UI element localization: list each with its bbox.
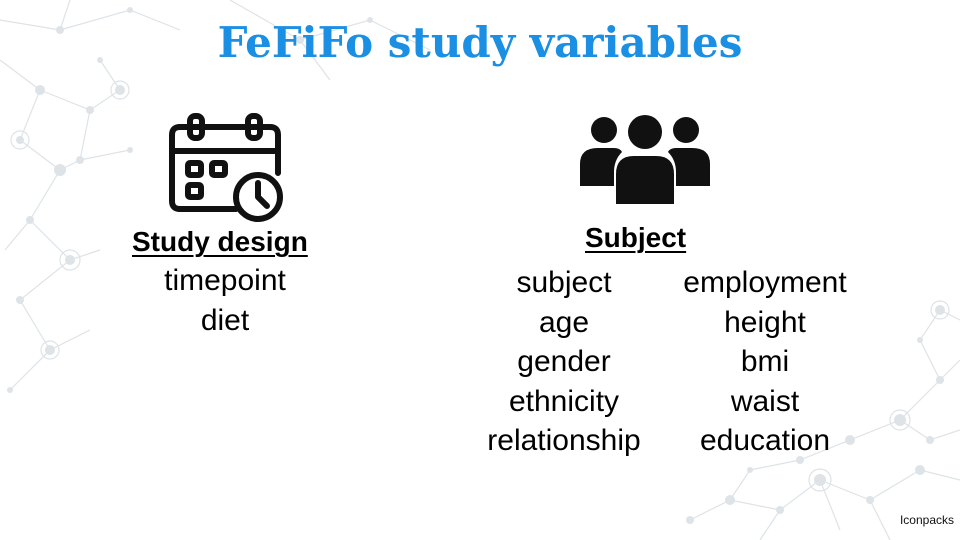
variable-item: relationship xyxy=(487,424,641,457)
variable-item: diet xyxy=(200,304,250,337)
variable-item: timepoint xyxy=(164,264,286,297)
people-group-icon xyxy=(580,115,710,204)
variable-item: age xyxy=(538,306,590,339)
variable-item: bmi xyxy=(740,345,790,378)
variable-item: height xyxy=(724,306,806,339)
study-design-heading: Study design xyxy=(132,226,308,257)
icon-credit: Iconpacks xyxy=(899,513,954,527)
variable-item: waist xyxy=(730,385,800,418)
variable-item: employment xyxy=(683,266,847,299)
variable-item: subject xyxy=(516,266,612,299)
variable-item: gender xyxy=(517,345,611,378)
slide-title: FeFiFo study variables xyxy=(217,18,743,67)
variable-item: education xyxy=(699,424,831,457)
variable-item: ethnicity xyxy=(508,385,620,418)
subject-heading: Subject xyxy=(585,222,687,253)
calendar-clock-icon xyxy=(169,113,283,222)
